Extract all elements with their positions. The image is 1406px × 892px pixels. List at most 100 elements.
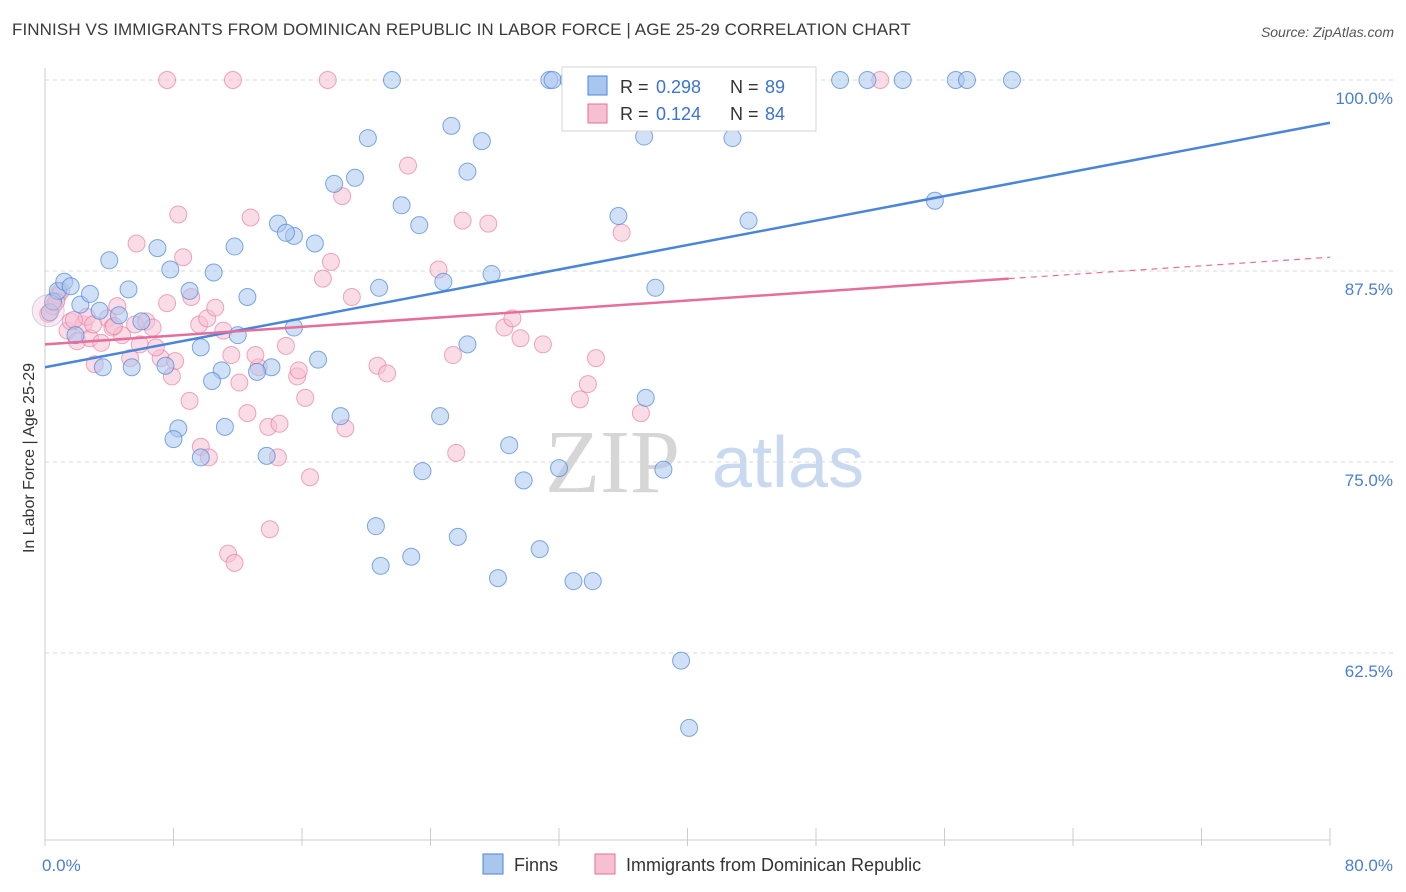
dominican-point <box>631 404 650 423</box>
legend-n-value-dominican: 84 <box>765 104 785 124</box>
finns-point <box>66 326 85 345</box>
finns-point <box>458 335 477 354</box>
y-tick-labels: 62.5% 75.0% 87.5% 100.0% <box>1335 89 1393 681</box>
finns-point <box>109 306 128 325</box>
bottom-legend-swatch-dominican <box>594 853 616 875</box>
finns-point <box>500 436 519 455</box>
source-credit: Source: ZipAtlas.com <box>1260 24 1394 40</box>
dominican-trendline-extension <box>1008 256 1331 280</box>
dominican-point <box>206 298 225 317</box>
finns-point <box>448 527 467 546</box>
finns-point <box>346 168 365 187</box>
dominican-point <box>174 248 193 267</box>
dominican-point <box>158 71 177 89</box>
legend-n-label-finns: N = <box>730 77 759 97</box>
dominican-point <box>443 346 462 365</box>
dominican-point <box>64 310 83 329</box>
dominican-point <box>533 335 552 354</box>
dominican-point <box>578 375 597 394</box>
legend-r-label-dominican: R = <box>620 104 649 124</box>
finns-point <box>191 338 210 357</box>
dominican-point <box>270 414 289 433</box>
dominican-point <box>503 309 522 328</box>
legend-r-label-finns: R = <box>620 77 649 97</box>
dominican-point <box>378 364 397 383</box>
finns-point <box>370 278 389 297</box>
dominican-trendline <box>44 277 1009 346</box>
dominican-point <box>241 208 260 227</box>
finns-point <box>672 651 691 670</box>
finns-point <box>472 132 491 151</box>
dominican-point <box>246 346 265 365</box>
finns-point <box>392 196 411 215</box>
finns-point <box>371 556 390 575</box>
finns-point <box>543 71 562 89</box>
correlation-legend: R = 0.298 N = 89 R = 0.124 N = 84 <box>561 66 817 132</box>
finns-point <box>413 462 432 481</box>
finns-point <box>191 448 210 467</box>
finns-point <box>646 278 665 297</box>
finns-point <box>80 284 99 303</box>
finns-point <box>100 251 119 270</box>
legend-swatch-finns <box>587 75 608 96</box>
watermark-atlas: atlas <box>712 423 864 503</box>
finns-point <box>248 362 267 381</box>
finns-point <box>358 129 377 148</box>
y-tick-label: 100.0% <box>1335 89 1393 108</box>
finns-point <box>680 718 699 737</box>
finns-point <box>148 239 167 258</box>
finns-point <box>550 459 568 478</box>
finns-point <box>893 71 912 89</box>
dominican-point <box>238 404 257 423</box>
finns-point <box>203 372 222 391</box>
finns-point <box>858 71 877 89</box>
finns-point <box>458 162 477 181</box>
finns-point <box>164 430 183 449</box>
finns-point <box>442 116 461 135</box>
dominican-point <box>230 373 249 392</box>
grid <box>45 79 1395 654</box>
dominican-point <box>180 391 199 410</box>
origin-cluster-point <box>31 294 65 328</box>
legend-n-value-finns: 89 <box>765 77 785 97</box>
finns-point <box>514 471 533 490</box>
legend-n-label-dominican: N = <box>730 104 759 124</box>
finns-point <box>331 407 350 426</box>
finns-point <box>325 174 344 193</box>
finns-point <box>831 71 850 89</box>
bottom-legend-swatch-finns <box>482 853 504 875</box>
finns-point <box>309 350 328 369</box>
finns-point <box>61 277 80 296</box>
dominican-points <box>39 71 890 572</box>
finns-point <box>204 263 223 282</box>
dominican-point <box>301 468 320 487</box>
dominican-point <box>447 443 466 462</box>
chart-title: FINNISH VS IMMIGRANTS FROM DOMINICAN REP… <box>12 20 911 39</box>
y-axis-title: In Labor Force | Age 25-29 <box>21 363 38 553</box>
dominican-point <box>222 346 241 365</box>
dominican-point <box>511 329 530 348</box>
finns-point <box>583 572 602 591</box>
finns-point <box>161 260 180 279</box>
dominican-point <box>321 252 340 271</box>
finns-point <box>90 301 109 320</box>
dominican-point <box>276 336 295 355</box>
finns-point <box>564 572 583 591</box>
finns-point <box>402 547 421 566</box>
finns-point <box>957 71 976 89</box>
finns-point <box>215 417 234 436</box>
dominican-point <box>342 287 361 306</box>
finns-points <box>31 71 1021 737</box>
y-tick-label: 87.5% <box>1345 280 1393 299</box>
finns-point <box>723 129 742 148</box>
finns-point <box>225 237 244 256</box>
legend-r-value-dominican: 0.124 <box>656 104 701 124</box>
finns-point <box>1002 71 1021 89</box>
bottom-legend: Finns Immigrants from Dominican Republic <box>482 853 921 875</box>
dominican-point <box>260 520 279 539</box>
y-tick-label: 75.0% <box>1345 471 1393 490</box>
dominican-point <box>318 71 337 89</box>
trendlines <box>44 121 1331 369</box>
finns-point <box>382 71 401 89</box>
